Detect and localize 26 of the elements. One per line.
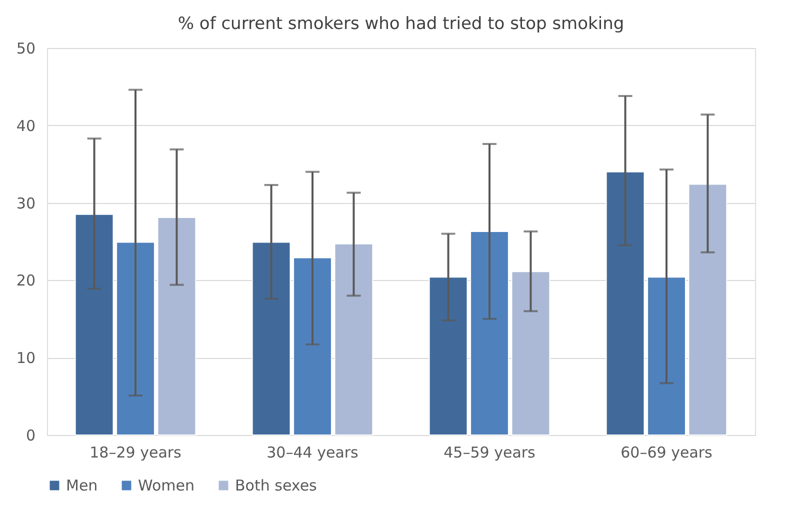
bar [74,214,114,436]
x-tick-label: 30–44 years [266,444,359,462]
x-tick-label: 60–69 years [620,444,713,462]
bar [470,230,509,436]
x-tick-label: 18–29 years [90,444,182,462]
bar [647,276,686,436]
bar [688,184,728,436]
legend-label: Men [66,476,98,495]
legend-label: Women [138,476,194,495]
chart-title: % of current smokers who had tried to stop smoking [178,14,624,34]
bar [116,242,155,436]
bar [606,171,645,436]
y-tick-label: 50 [16,40,36,58]
bar [334,243,374,436]
bar [428,276,468,436]
y-tick-label: 10 [16,349,36,368]
bar [511,271,550,436]
x-tick-label: 45–59 years [444,444,536,462]
bar [157,217,196,436]
legend-label: Both sexes [235,476,318,495]
y-tick-label: 20 [16,272,36,290]
y-tick-label: 0 [26,426,36,444]
bar [252,242,291,436]
y-tick-label: 40 [16,116,36,135]
y-tick-label: 30 [16,194,36,212]
bar [293,257,332,436]
